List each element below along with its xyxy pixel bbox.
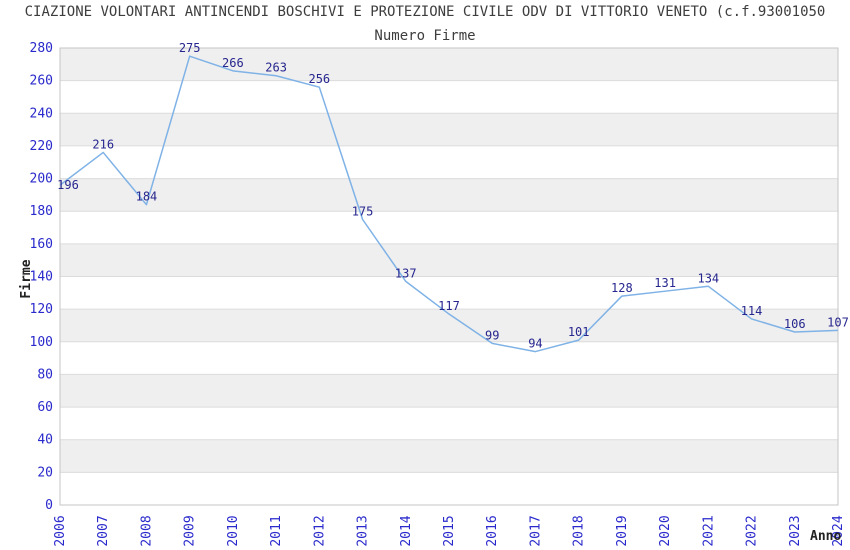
x-tick-label: 2009 [183,515,198,546]
x-tick-label: 2022 [745,515,760,546]
data-point-label: 256 [308,72,330,86]
x-tick-label: 2014 [399,515,414,546]
chart-subtitle: Numero Firme [374,28,476,44]
y-tick-label: 100 [30,335,53,350]
data-point-label: 101 [568,325,590,339]
data-point-label: 137 [395,266,417,280]
y-tick-label: 240 [30,106,53,121]
x-tick-label: 2017 [528,515,543,546]
y-axis-title: Firme [19,259,34,298]
y-tick-label: 180 [30,204,53,219]
x-tick-label: 2018 [572,515,587,546]
x-tick-label: 2010 [226,515,241,546]
data-point-label: 175 [352,204,374,218]
x-tick-label: 2021 [701,515,716,546]
plot-band [60,374,838,408]
data-point-label: 94 [528,337,542,351]
data-point-label: 275 [179,41,201,55]
x-tick-label: 2011 [269,515,284,546]
plot-band [60,178,838,212]
plot-band [60,243,838,277]
x-tick-label: 2013 [356,515,371,546]
y-tick-label: 160 [30,237,53,252]
y-tick-label: 260 [30,74,53,89]
plot-band [60,439,838,473]
x-axis-title: Anno [810,529,841,544]
x-tick-label: 2007 [96,515,111,546]
plot-band [60,113,838,146]
y-tick-label: 0 [45,498,53,513]
x-tick-label: 2008 [139,515,154,546]
plot-band [60,48,838,81]
y-tick-label: 80 [37,367,53,382]
data-point-label: 216 [92,137,114,151]
data-point-label: 107 [827,315,849,329]
x-tick-label: 2015 [442,515,457,546]
plot-border [59,47,839,506]
x-tick-label: 2019 [615,515,630,546]
x-tick-label: 2012 [312,515,327,546]
data-point-label: 184 [136,190,158,204]
y-tick-label: 220 [30,139,53,154]
y-tick-label: 200 [30,172,53,187]
data-line [59,55,839,353]
data-point-label: 114 [741,304,763,318]
x-tick-label: 2024 [831,515,846,546]
data-point-label: 131 [654,276,676,290]
y-tick-label: 140 [30,270,53,285]
data-point-label: 196 [57,178,79,192]
x-tick-label: 2020 [658,515,673,546]
data-point-label: 266 [222,56,244,70]
data-point-label: 106 [784,317,806,331]
y-tick-label: 120 [30,302,53,317]
data-point-label: 117 [438,299,460,313]
data-point-label: 134 [697,271,719,285]
y-tick-label: 280 [30,41,53,56]
y-tick-label: 40 [37,433,53,448]
y-tick-label: 20 [37,465,53,480]
data-point-label: 128 [611,281,633,295]
x-tick-label: 2023 [788,515,803,546]
chart-title: CIAZIONE VOLONTARI ANTINCENDI BOSCHIVI E… [24,4,826,20]
data-point-label: 99 [485,328,499,342]
x-tick-label: 2006 [53,515,68,546]
x-tick-label: 2016 [485,515,500,546]
y-tick-label: 60 [37,400,53,415]
data-point-label: 263 [265,61,287,75]
